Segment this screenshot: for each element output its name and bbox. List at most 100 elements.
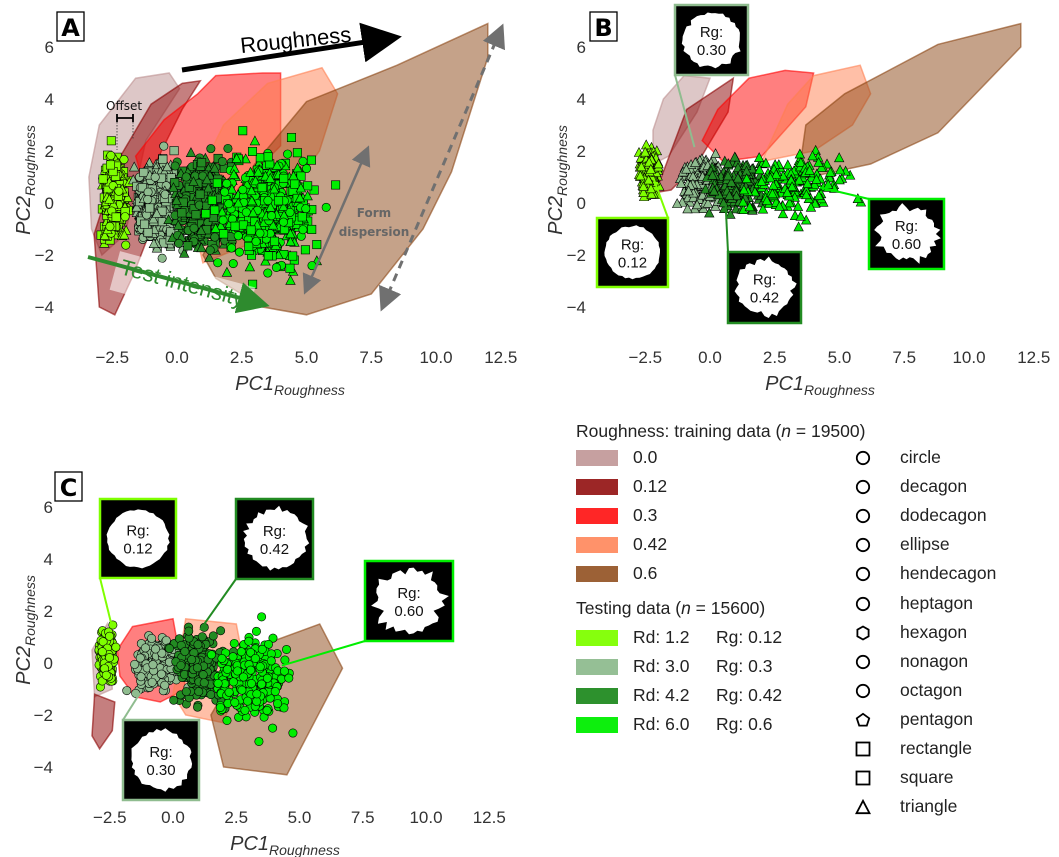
data-point-circle [255,662,265,672]
form-dispersion-label-2: dispersion [339,225,410,239]
data-point-square [288,251,298,261]
data-point-triangle [104,193,115,204]
data-point-circle [288,728,298,738]
square-icon [855,741,871,757]
pentagon-icon [855,712,871,728]
x-tick-label: 7.5 [892,348,916,367]
shape-legend-label: hexagon [900,621,968,642]
data-point-square [297,212,307,222]
y-axis-label-subscript: Roughness [22,125,38,196]
data-point-circle [228,677,238,687]
data-point-triangle [171,194,182,205]
y-axis-label: PC2Roughness [545,125,570,235]
training-legend-label: 0.12 [633,476,668,496]
data-point-triangle [201,174,213,185]
data-point-circle [223,143,233,153]
data-point-circle [213,678,223,688]
y-tick-label: 4 [44,550,53,569]
data-point-triangle [209,162,220,173]
testing-legend-rg: Rg: 0.3 [716,656,773,676]
data-point-square [98,174,108,184]
data-point-circle [121,240,131,250]
data-point-circle [193,640,203,650]
data-point-circle [160,680,170,690]
x-axis-label-subscript: Roughness [269,842,340,857]
data-point-circle [228,652,238,662]
data-point-square [290,179,300,189]
data-point-circle [222,664,232,674]
data-point-triangle [122,192,133,202]
data-point-circle [251,237,261,247]
data-point-square [106,136,116,146]
data-point-square [307,224,317,234]
data-point-circle [106,151,116,161]
data-point-triangle [162,161,173,172]
circle-icon [855,566,871,582]
data-point-circle [213,258,223,268]
shape-legend-label: circle [900,447,941,467]
y-axis-label-subscript: Roughness [554,125,570,196]
data-point-square [306,155,316,165]
particle-inset-rg-0.42: Rg:0.42 [724,202,803,325]
testing-legend-rg: Rg: 0.42 [716,685,783,705]
x-tick-label: −2.5 [628,348,662,367]
inset-label: Rg: [753,272,776,289]
hexagon-icon [855,625,871,641]
data-point-circle [136,672,146,682]
inset-label: Rg: [700,24,723,41]
data-point-square [184,182,194,192]
shape-legend-label: decagon [900,476,968,497]
y-tick-label: 4 [45,90,54,109]
data-point-circle [222,715,232,725]
data-point-triangle [285,274,296,285]
offset-annotation: Offset [106,99,142,113]
x-tick-label: 0.0 [165,348,189,367]
testing-cluster-rd-6.0 [201,126,341,289]
x-tick-label: 10.0 [952,348,985,367]
circle-icon [855,537,871,553]
data-point-circle [208,631,218,641]
shape-legend-label: dodecagon [900,505,987,526]
data-point-square [255,153,265,163]
shape-legend-label: nonagon [900,650,969,671]
x-axis-label-subscript: Roughness [804,382,875,398]
data-point-circle [189,223,199,233]
y-axis-label: PC2Roughness [13,575,38,685]
y-tick-label: −4 [34,758,53,777]
data-point-circle [236,647,246,657]
training-title-n: n [781,421,792,441]
data-point-circle [268,723,278,733]
panel-label: B [594,14,612,42]
data-point-circle [181,172,191,182]
data-point-circle [257,679,267,689]
testing-title-count: = 15600) [690,598,766,618]
data-point-circle [176,660,186,670]
data-point-circle [148,660,158,670]
y-tick-label: −4 [35,298,54,317]
data-point-circle [278,217,288,227]
data-point-circle [267,211,277,221]
data-point-circle [298,156,308,166]
data-point-triangle [148,238,160,248]
data-point-circle [217,653,227,663]
data-point-circle [120,212,130,222]
data-point-circle [238,185,248,195]
data-point-triangle [173,219,184,230]
x-tick-label: 2.5 [224,808,248,827]
data-point-circle [122,686,132,696]
data-point-square [145,203,155,213]
data-point-square [191,210,201,220]
data-point-circle [180,647,190,657]
inset-value: 0.12 [618,255,647,272]
data-point-circle [119,154,129,164]
data-point-square [137,183,147,193]
testing-legend-rd: Rd: 3.0 [633,656,690,676]
y-tick-label: 6 [44,498,53,517]
data-point-circle [237,685,247,695]
y-tick-label: −2 [35,246,54,265]
y-tick-label: −4 [567,298,586,317]
panel-b: −2.5 0.0 2.5 5.0 7.5 10.0 12.5−4−20246PC1Rough… [545,3,1050,398]
data-point-square [263,251,273,261]
data-point-square [246,225,256,235]
x-axis-label: PC1Roughness [765,373,875,398]
